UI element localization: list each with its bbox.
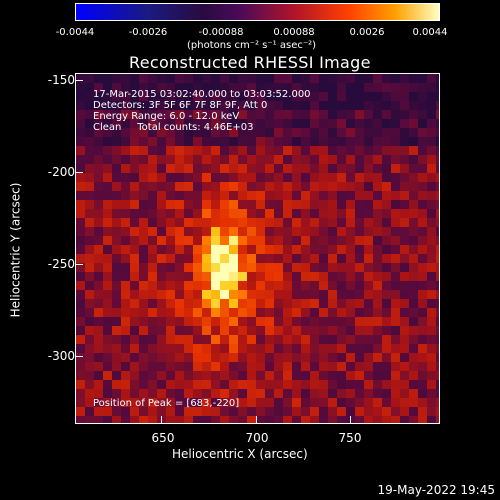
info-peak-position: Position of Peak = [683,-220] — [93, 398, 240, 409]
y-tick-mark — [75, 80, 83, 81]
colorbar-tick-label: 0.0026 — [349, 27, 385, 38]
colorbar-tick-label: -0.0026 — [128, 27, 168, 38]
y-tick-label: -300 — [47, 349, 75, 363]
colorbar-tick-label: -0.00088 — [198, 27, 244, 38]
x-tick-mark — [256, 416, 257, 424]
x-tick-mark — [161, 416, 162, 424]
image-raster — [76, 74, 439, 423]
colorbar-tick-label: 0.00088 — [273, 27, 315, 38]
info-detectors: Detectors: 3F 5F 6F 7F 8F 9F, Att 0 — [93, 100, 268, 111]
y-tick-mark — [75, 264, 83, 265]
plot-title: Reconstructed RHESSI Image — [129, 53, 371, 72]
x-tick-label: 700 — [245, 431, 269, 445]
colorbar — [75, 3, 440, 21]
y-tick-label: -150 — [47, 73, 75, 87]
colorbar-unit-label: (photons cm⁻² s⁻¹ asec⁻²) — [187, 40, 317, 51]
rhessi-image: 17-Mar-2015 03:02:40.000 to 03:03:52.000… — [75, 73, 440, 424]
info-energy-range: Energy Range: 6.0 - 12.0 keV — [93, 111, 240, 122]
info-time-range: 17-Mar-2015 03:02:40.000 to 03:03:52.000 — [93, 89, 311, 100]
x-tick-mark — [350, 416, 351, 424]
x-tick-label: 750 — [338, 431, 362, 445]
y-tick-label: -250 — [47, 257, 75, 271]
y-tick-mark — [75, 356, 83, 357]
colorbar-tick-label: -0.0044 — [55, 27, 95, 38]
x-axis-label: Heliocentric X (arcsec) — [172, 447, 308, 461]
y-tick-label: -200 — [47, 165, 75, 179]
colorbar-tick-label: 0.0044 — [412, 27, 448, 38]
info-clean-counts: Clean Total counts: 4.46E+03 — [93, 122, 254, 133]
x-tick-label: 650 — [151, 431, 175, 445]
y-axis-label: Heliocentric Y (arcsec) — [8, 182, 23, 318]
y-tick-mark — [75, 172, 83, 173]
timestamp: 19-May-2022 19:45 — [377, 483, 495, 497]
